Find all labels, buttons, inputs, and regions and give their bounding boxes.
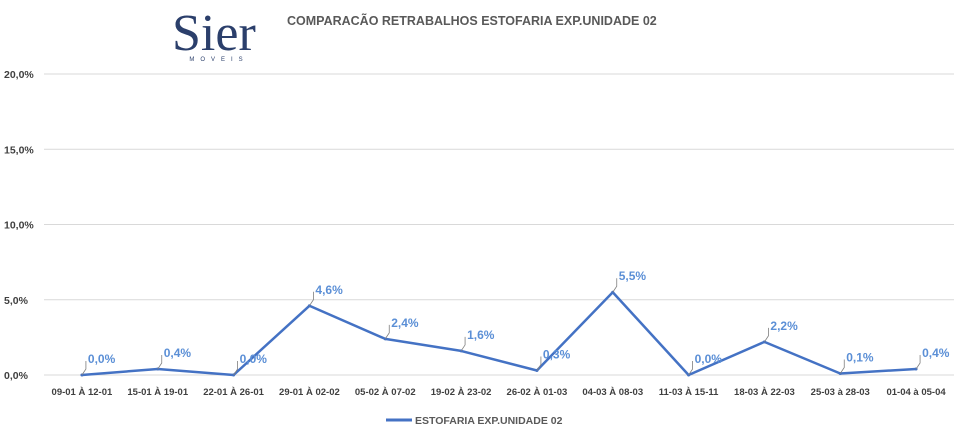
data-label-leader [764,327,769,343]
x-tick-label: 25-03 à 28-03 [811,387,870,398]
y-tick-label: 20,0% [4,69,34,81]
x-axis-tick-labels: 09-01 À 12-01 15-01 À 19-01 22-01 À 26-01 2… [52,387,947,398]
data-label: 5,5% [619,269,647,283]
data-label: 1,6% [467,328,495,342]
x-tick-label: 09-01 À 12-01 [52,387,113,398]
data-label-leader [157,354,163,370]
data-label-leader [839,359,845,374]
data-label: 0,0% [240,352,268,366]
data-label-leader [233,361,238,376]
data-label-leader [915,354,921,370]
data-label-leader [612,278,618,293]
data-label: 0,1% [846,350,874,364]
y-tick-label: 0,0% [4,370,29,382]
data-label: 2,2% [770,319,798,333]
x-tick-label: 01-04 à 05-04 [886,387,946,398]
x-tick-label: 11-03 À 15-11 [659,387,719,398]
x-tick-label: 26-02 À 01-03 [507,387,568,398]
x-tick-label: 04-03 À 08-03 [582,387,643,398]
legend-entry: ESTOFARIA EXP.UNIDADE 02 [415,415,563,427]
y-tick-label: 5,0% [4,295,29,307]
legend: ESTOFARIA EXP.UNIDADE 02 [386,415,563,427]
data-label-leader [81,361,87,376]
x-tick-label: 18-03 À 22-03 [734,387,795,398]
x-tick-label: 22-01 À 26-01 [203,387,264,398]
series-line [81,290,917,377]
data-labels-group: 0,0% 0,4% 0,0% 4,6% 2,4% 1,6% 0,3% 5,5% 0,0% 2,2%… [81,269,950,376]
data-label-leader [309,291,314,306]
data-label: 0,0% [88,352,116,366]
sier-logo: Sier MOVEIS [172,5,256,63]
data-label-leader [384,324,390,340]
y-axis-tick-labels: 0,0% 5,0% 10,0% 15,0% 20,0% [4,69,34,382]
grid-lines [44,73,954,376]
x-tick-label: 29-01 À 02-02 [279,387,340,398]
chart-title: COMPARACÃO RETRABALHOS ESTOFARIA EXP.UNI… [287,13,657,28]
data-label: 0,0% [695,352,723,366]
y-tick-label: 15,0% [4,144,34,156]
data-label: 0,3% [543,347,571,361]
series-group [80,290,918,377]
data-label-leader [536,356,542,371]
x-tick-label: 15-01 À 19-01 [127,387,188,398]
data-label: 4,6% [315,283,343,297]
logo-tagline: MOVEIS [189,57,248,63]
x-tick-label: 05-02 À 07-02 [355,387,416,398]
data-label: 0,4% [164,346,192,360]
logo-name: Sier [172,5,256,62]
data-label: 2,4% [391,316,419,330]
x-tick-label: 19-02 À 23-02 [431,387,492,398]
data-label-leader [460,336,466,352]
y-tick-label: 10,0% [4,220,34,232]
data-label-leader [688,361,693,376]
data-label: 0,4% [922,346,950,360]
